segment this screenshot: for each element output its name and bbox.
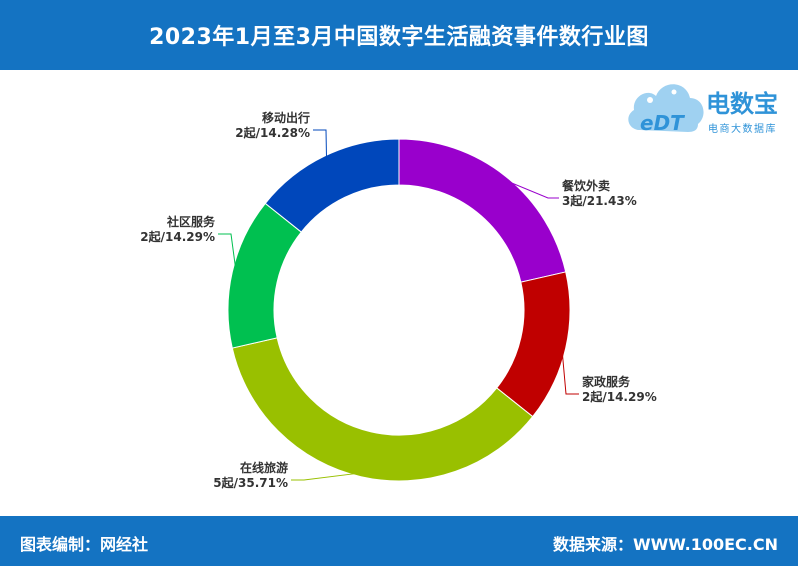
donut-slices [227,138,571,482]
label-leader-lines [218,129,579,481]
leader-line-2 [561,347,579,395]
donut-slice-1 [398,138,567,283]
chart-title: 2023年1月至3月中国数字生活融资事件数行业图 [149,25,649,50]
footer-bar: 图表编制：网经社 数据来源：WWW.100EC.CN [0,516,798,566]
cloud-icon [628,84,704,132]
leader-line-4 [218,233,237,273]
slice-category-label-5: 移动出行 [262,110,310,125]
slice-category-label-3: 在线旅游 [240,460,288,475]
footer-source: 数据来源：WWW.100EC.CN [552,535,778,554]
logo-name: 电数宝 [706,90,778,118]
leader-line-3 [291,472,362,481]
slice-value-label-5: 2起/14.28% [235,125,310,140]
slice-category-label-1: 餐饮外卖 [562,178,610,193]
slice-value-label-2: 2起/14.29% [582,389,657,404]
donut-slice-2 [496,271,571,418]
footer-credit: 图表编制：网经社 [20,535,149,554]
leader-line-5 [313,129,328,160]
logo-mark: eDT [640,111,685,135]
donut-slice-3 [231,337,534,482]
slice-value-label-3: 5起/35.71% [213,475,288,490]
logo-tagline: 电商大数据库 [708,122,777,135]
slice-value-label-4: 2起/14.29% [140,229,215,244]
donut-slice-5 [264,138,400,233]
slice-value-label-1: 3起/21.43% [562,193,637,208]
leader-line-1 [502,178,559,199]
slice-category-label-2: 家政服务 [582,374,631,389]
donut-slice-4 [227,202,302,349]
logo: eDT 电数宝 电商大数据库 [628,84,778,135]
slice-category-label-4: 社区服务 [166,214,216,229]
slice-labels: 餐饮外卖3起/21.43%家政服务2起/14.29%在线旅游5起/35.71%社… [140,110,656,490]
header-bar: 2023年1月至3月中国数字生活融资事件数行业图 [0,0,798,70]
